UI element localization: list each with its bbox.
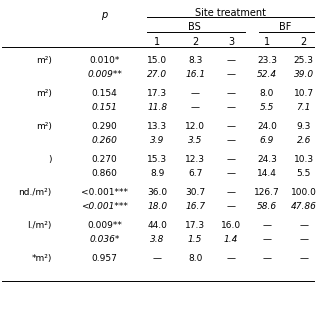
Text: 1: 1	[264, 37, 270, 47]
Text: —: —	[262, 254, 271, 263]
Text: 1.5: 1.5	[188, 235, 202, 244]
Text: 15.3: 15.3	[147, 155, 167, 164]
Text: 8.3: 8.3	[188, 56, 202, 65]
Text: 16.1: 16.1	[185, 70, 205, 79]
Text: —: —	[227, 254, 236, 263]
Text: <0.001***: <0.001***	[81, 202, 128, 211]
Text: 5.5: 5.5	[297, 169, 311, 178]
Text: 16.7: 16.7	[185, 202, 205, 211]
Text: 0.957: 0.957	[92, 254, 117, 263]
Text: —: —	[227, 155, 236, 164]
Text: 14.4: 14.4	[257, 169, 277, 178]
Text: 0.036*: 0.036*	[89, 235, 120, 244]
Text: 24.3: 24.3	[257, 155, 277, 164]
Text: —: —	[227, 103, 236, 112]
Text: nd./m²): nd./m²)	[19, 188, 52, 197]
Text: —: —	[299, 221, 308, 230]
Text: 27.0: 27.0	[147, 70, 167, 79]
Text: 16.0: 16.0	[221, 221, 241, 230]
Text: m²): m²)	[36, 122, 52, 131]
Text: 36.0: 36.0	[147, 188, 167, 197]
Text: —: —	[227, 169, 236, 178]
Text: 3.5: 3.5	[188, 136, 202, 145]
Text: ): )	[48, 155, 52, 164]
Text: —: —	[262, 221, 271, 230]
Text: BS: BS	[188, 22, 201, 32]
Text: —: —	[227, 70, 236, 79]
Text: 13.3: 13.3	[147, 122, 167, 131]
Text: 17.3: 17.3	[185, 221, 205, 230]
Text: 6.7: 6.7	[188, 169, 202, 178]
Text: 1: 1	[154, 37, 160, 47]
Text: 17.3: 17.3	[147, 89, 167, 98]
Text: —: —	[299, 235, 308, 244]
Text: 47.86: 47.86	[291, 202, 317, 211]
Text: m²): m²)	[36, 56, 52, 65]
Text: BF: BF	[279, 22, 292, 32]
Text: 0.860: 0.860	[92, 169, 117, 178]
Text: 100.0: 100.0	[291, 188, 317, 197]
Text: 6.9: 6.9	[260, 136, 274, 145]
Text: 10.3: 10.3	[294, 155, 314, 164]
Text: 0.260: 0.260	[92, 136, 117, 145]
Text: 0.009**: 0.009**	[87, 70, 122, 79]
Text: —: —	[153, 254, 162, 263]
Text: 9.3: 9.3	[297, 122, 311, 131]
Text: —: —	[227, 89, 236, 98]
Text: 12.3: 12.3	[185, 155, 205, 164]
Text: 2.6: 2.6	[297, 136, 311, 145]
Text: 8.9: 8.9	[150, 169, 164, 178]
Text: 2: 2	[300, 37, 307, 47]
Text: 18.0: 18.0	[147, 202, 167, 211]
Text: —: —	[299, 254, 308, 263]
Text: 3.9: 3.9	[150, 136, 164, 145]
Text: 2: 2	[192, 37, 198, 47]
Text: 0.010*: 0.010*	[89, 56, 120, 65]
Text: 0.009**: 0.009**	[87, 221, 122, 230]
Text: m²): m²)	[36, 89, 52, 98]
Text: —: —	[262, 235, 271, 244]
Text: *m²): *m²)	[31, 254, 52, 263]
Text: 0.154: 0.154	[92, 89, 117, 98]
Text: 3: 3	[228, 37, 234, 47]
Text: 30.7: 30.7	[185, 188, 205, 197]
Text: 44.0: 44.0	[148, 221, 167, 230]
Text: 3.8: 3.8	[150, 235, 164, 244]
Text: 15.0: 15.0	[147, 56, 167, 65]
Text: 8.0: 8.0	[188, 254, 202, 263]
Text: 12.0: 12.0	[185, 122, 205, 131]
Text: 52.4: 52.4	[257, 70, 277, 79]
Text: 0.270: 0.270	[92, 155, 117, 164]
Text: 39.0: 39.0	[294, 70, 314, 79]
Text: l./m²): l./m²)	[28, 221, 52, 230]
Text: 23.3: 23.3	[257, 56, 277, 65]
Text: 8.0: 8.0	[260, 89, 274, 98]
Text: —: —	[227, 122, 236, 131]
Text: 10.7: 10.7	[294, 89, 314, 98]
Text: —: —	[227, 202, 236, 211]
Text: 1.4: 1.4	[224, 235, 238, 244]
Text: Site treatment: Site treatment	[195, 8, 266, 18]
Text: 0.151: 0.151	[92, 103, 117, 112]
Text: —: —	[191, 103, 200, 112]
Text: —: —	[227, 136, 236, 145]
Text: —: —	[227, 188, 236, 197]
Text: —: —	[227, 56, 236, 65]
Text: 0.290: 0.290	[92, 122, 117, 131]
Text: 24.0: 24.0	[257, 122, 277, 131]
Text: 5.5: 5.5	[260, 103, 274, 112]
Text: —: —	[191, 89, 200, 98]
Text: 25.3: 25.3	[294, 56, 314, 65]
Text: 11.8: 11.8	[147, 103, 167, 112]
Text: <0.001***: <0.001***	[81, 188, 128, 197]
Text: p: p	[101, 10, 108, 20]
Text: 7.1: 7.1	[297, 103, 311, 112]
Text: 58.6: 58.6	[257, 202, 277, 211]
Text: 126.7: 126.7	[254, 188, 280, 197]
